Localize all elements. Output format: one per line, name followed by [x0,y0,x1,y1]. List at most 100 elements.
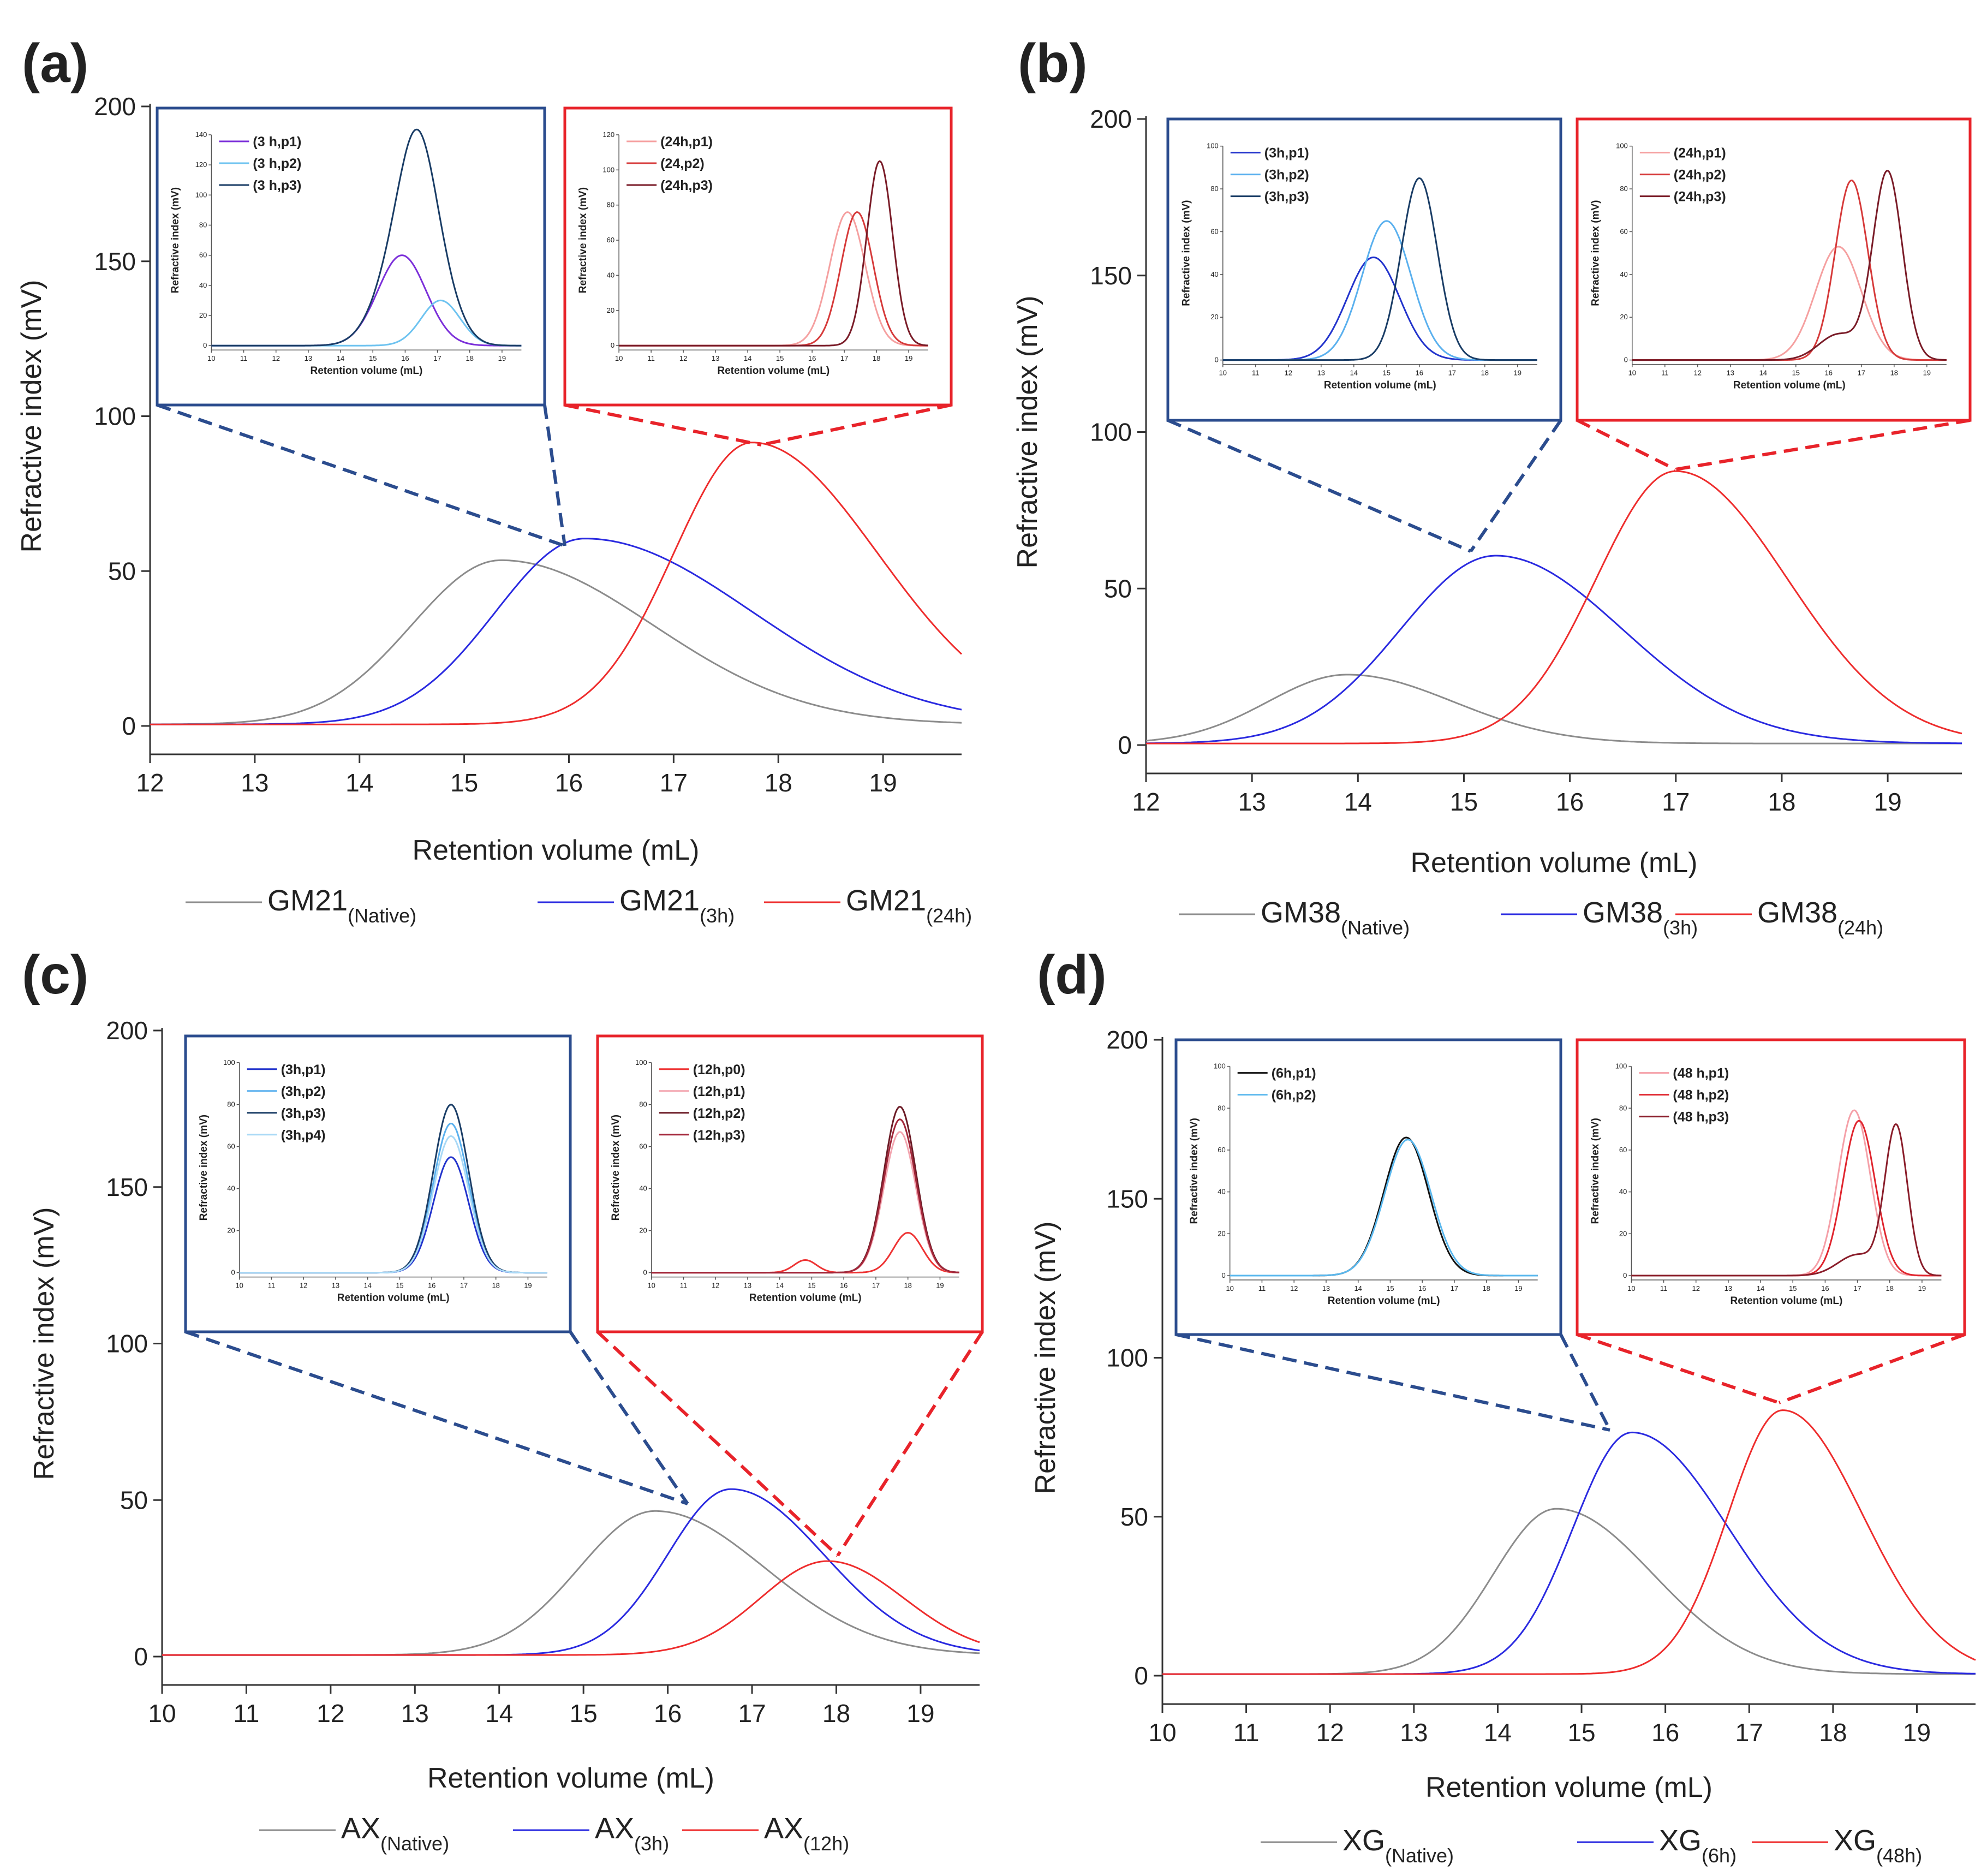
inset-series-line [239,1135,547,1274]
inset-x-tick-label: 13 [744,1282,751,1290]
inset-x-tick-label: 16 [840,1282,848,1290]
inset-y-tick-label: 80 [639,1100,647,1109]
inset-x-tick-label: 11 [240,354,248,362]
inset-y-tick-label: 120 [602,130,614,139]
inset-y-tick-label: 20 [1210,313,1218,321]
inset-y-tick-label: 100 [602,165,614,174]
x-tick-label: 14 [345,769,373,797]
zoom-connector [1778,1333,1966,1404]
inset-x-tick-label: 13 [712,354,719,362]
inset-x-tick-label: 17 [460,1282,468,1290]
legend-subscript: (3h) [1663,916,1698,939]
inset-y-tick-label: 100 [223,1058,235,1067]
inset-x-tick-label: 13 [1727,369,1734,377]
inset-y-tick-label: 40 [1620,270,1627,278]
inset-series-line [1230,1139,1538,1277]
inset-x-tick-label: 18 [1482,1284,1490,1293]
x-tick-label: 16 [1651,1718,1679,1747]
inset-y-label: Refractive index (mV) [1590,1118,1601,1224]
legend-subscript: (48h) [1876,1844,1922,1867]
series-line-48h [1162,1409,1976,1675]
zoom-connector [564,403,762,446]
x-tick-label: 15 [1450,788,1478,816]
inset-legend-label: (3h,p3) [281,1106,326,1121]
x-tick-label: 16 [555,769,583,797]
y-tick-label: 200 [1106,1026,1148,1054]
inset-y-tick-label: 60 [1619,1146,1627,1154]
inset-legend-label: (3h,p4) [281,1128,326,1143]
inset-legend-label: (24,p2) [660,156,705,171]
inset-x-tick-label: 17 [1448,369,1456,377]
x-tick-label: 13 [401,1699,429,1728]
inset-x-tick-label: 16 [1416,369,1423,377]
legend-name: GM21 [846,884,926,917]
inset-series-line [619,160,928,347]
inset-x-tick-label: 17 [433,354,441,362]
inset-x-tick-label: 15 [1789,1284,1797,1293]
inset-frame [184,1034,572,1333]
y-tick-label: 50 [120,1486,148,1514]
inset-series-line [1632,170,1947,361]
inset-x-tick-label: 10 [1628,369,1636,377]
x-tick-label: 17 [738,1699,766,1728]
legend-label: XG(48h) [1834,1824,1922,1867]
inset-y-label: Refractive index (mV) [610,1115,622,1220]
series-line-native [150,559,962,725]
inset-x-label: Retention volume (mL) [310,365,422,377]
y-tick-label: 200 [1090,105,1132,133]
y-axis-label: Refractive index (mV) [16,280,47,553]
legend-label: AX(Native) [341,1812,449,1855]
y-tick-label: 0 [134,1642,148,1671]
inset-y-tick-label: 0 [1221,1271,1225,1279]
y-axis-label: Refractive index (mV) [28,1207,60,1480]
inset-legend-label: (48 h,p1) [1673,1066,1729,1081]
series-line-12h [162,1560,980,1656]
legend-name: GM38 [1757,896,1837,929]
inset-y-tick-label: 0 [1215,356,1219,364]
y-tick-label: 0 [1134,1661,1148,1690]
legend-label: GM38(Native) [1261,896,1410,939]
inset-y-tick-label: 80 [227,1100,235,1109]
legend-label: GM38(24h) [1757,896,1883,939]
inset-x-tick-label: 10 [647,1282,655,1290]
inset-x-tick-label: 18 [1481,369,1489,377]
inset-x-tick-label: 18 [1885,1284,1893,1293]
inset-y-tick-label: 120 [195,160,207,169]
inset-blue: 10 11 12 13 14 15 16 17 18 19 0 20 40 60 80 100 Retentio… [1166,117,1562,422]
y-tick-label: 150 [106,1173,148,1201]
inset-x-tick-label: 17 [1858,369,1865,377]
inset-x-tick-label: 11 [1258,1284,1266,1293]
legend-name: AX [341,1812,380,1845]
inset-x-tick-label: 16 [1825,369,1833,377]
inset-x-tick-label: 18 [492,1282,499,1290]
inset-red: 10 11 12 13 14 15 16 17 18 19 0 20 40 60 80 100 Retentio… [596,1034,984,1333]
legend-label: GM21(24h) [846,884,972,927]
inset-y-tick-label: 80 [1218,1104,1225,1112]
inset-legend-label: (3 h,p2) [253,156,301,171]
inset-x-label: Retention volume (mL) [1730,1295,1842,1307]
inset-y-tick-label: 80 [1210,184,1218,193]
inset-x-label: Retention volume (mL) [1324,380,1436,391]
inset-y-label: Refractive index (mV) [170,187,181,293]
inset-red: 10 11 12 13 14 15 16 17 18 19 0 20 40 60 80 100 Retentio… [1576,1038,1966,1336]
legend-subscript: (Native) [380,1832,449,1855]
inset-blue: 10 11 12 13 14 15 16 17 18 19 0 20 40 60 80 100 Retentio… [184,1034,572,1333]
series-line-24h [150,442,963,725]
inset-legend-label: (6h,p1) [1272,1066,1316,1081]
inset-y-tick-label: 40 [607,271,614,279]
y-axis-label: Refractive index (mV) [1030,1222,1061,1494]
inset-y-tick-label: 40 [1218,1188,1225,1196]
inset-y-tick-label: 40 [1210,270,1218,278]
inset-y-tick-label: 20 [607,306,614,314]
inset-legend-label: (3h,p1) [1264,146,1309,161]
inset-x-label: Retention volume (mL) [717,365,830,377]
inset-x-tick-label: 17 [840,354,848,362]
inset-x-tick-label: 12 [1285,369,1292,377]
x-tick-label: 13 [1400,1718,1428,1747]
inset-x-tick-label: 15 [1383,369,1391,377]
zoom-connector [761,403,952,446]
x-tick-label: 10 [1148,1718,1176,1747]
inset-frame [563,106,953,407]
inset-x-tick-label: 10 [235,1282,243,1290]
